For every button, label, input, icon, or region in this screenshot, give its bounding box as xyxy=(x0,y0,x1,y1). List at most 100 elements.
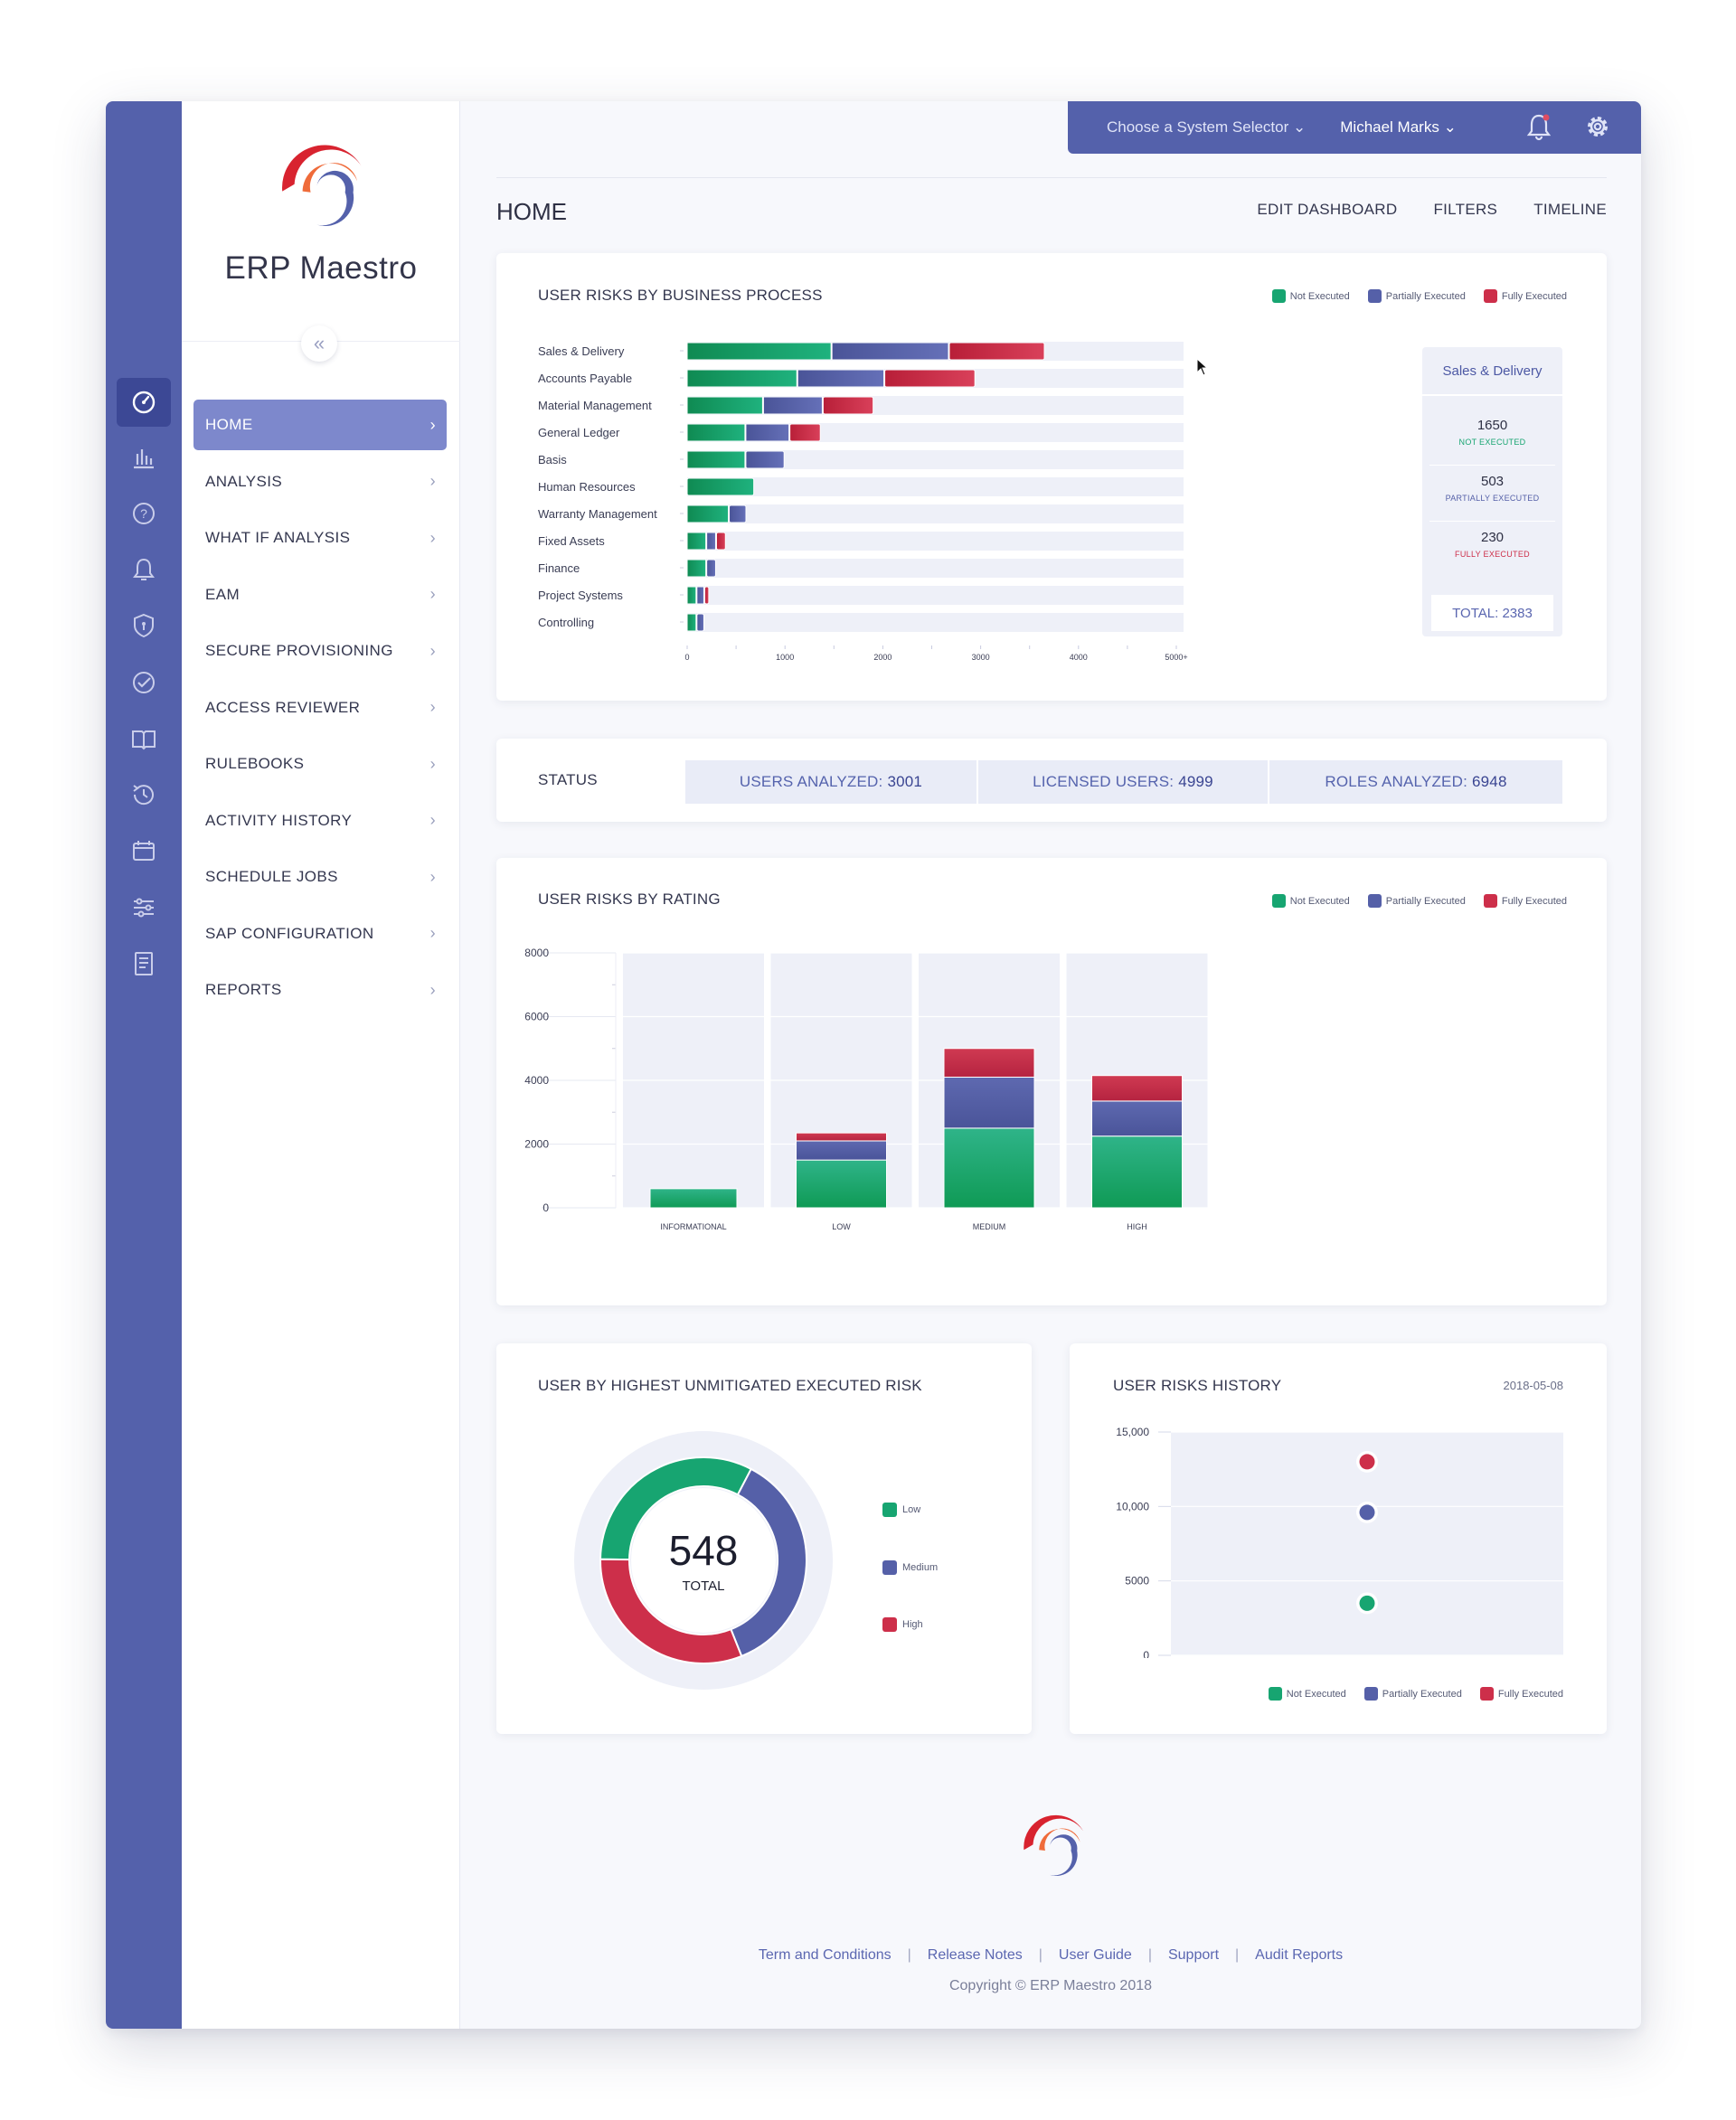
rail-button-check-circle[interactable] xyxy=(117,658,171,707)
rail-button-history[interactable] xyxy=(117,770,171,819)
bar-segment[interactable] xyxy=(696,613,704,632)
app-window: ? ERP Maestro « HOME › ANALYSIS › WHAT IF AN… xyxy=(106,101,1641,2029)
bar-segment[interactable] xyxy=(649,1188,738,1209)
sidebar-item-access-reviewer[interactable]: ACCESS REVIEWER › xyxy=(193,683,447,733)
footer-link[interactable]: Support xyxy=(1167,1947,1220,1963)
bar-segment[interactable] xyxy=(686,559,707,578)
donut-slice[interactable] xyxy=(599,1558,743,1664)
bar-segment[interactable] xyxy=(822,396,874,415)
bar-segment[interactable] xyxy=(686,504,730,523)
rail-button-calendar[interactable] xyxy=(117,826,171,875)
settings-gear-icon[interactable] xyxy=(1581,110,1614,143)
sidebar-item-rulebooks[interactable]: RULEBOOKS › xyxy=(193,739,447,789)
collapse-sidebar-button[interactable]: « xyxy=(301,325,337,362)
stat-label: ROLES ANALYZED: xyxy=(1325,773,1467,790)
bar-segment[interactable] xyxy=(796,1140,887,1161)
data-point[interactable] xyxy=(1359,1595,1375,1611)
filters-button[interactable]: FILTERS xyxy=(1433,201,1498,218)
brand-name: ERP Maestro xyxy=(224,250,418,286)
bar-segment[interactable] xyxy=(789,423,821,442)
sidebar-item-secure-provisioning[interactable]: SECURE PROVISIONING › xyxy=(193,626,447,676)
bar-segment[interactable] xyxy=(831,342,949,361)
stat-value: 6948 xyxy=(1472,773,1507,790)
bar-segment[interactable] xyxy=(729,504,747,523)
bar-segment[interactable] xyxy=(948,342,1045,361)
bar-segment[interactable] xyxy=(686,342,832,361)
bar-segment[interactable] xyxy=(1091,1135,1183,1209)
bar-segment[interactable] xyxy=(745,450,785,469)
sidebar-item-analysis[interactable]: ANALYSIS › xyxy=(193,457,447,507)
rail-button-shield[interactable] xyxy=(117,601,171,650)
bar-segment[interactable] xyxy=(703,586,710,605)
rail-button-book[interactable] xyxy=(117,714,171,763)
sidebar-item-activity-history[interactable]: ACTIVITY HISTORY › xyxy=(193,796,447,846)
donut-slice[interactable] xyxy=(730,1467,807,1658)
bar-segment[interactable] xyxy=(686,613,697,632)
sidebar-item-eam[interactable]: EAM › xyxy=(193,570,447,620)
sidebar-item-what-if-analysis[interactable]: WHAT IF ANALYSIS › xyxy=(193,513,447,563)
sidebar-item-reports[interactable]: REPORTS › xyxy=(193,965,447,1015)
bar-segment[interactable] xyxy=(686,423,746,442)
bar-segment[interactable] xyxy=(1091,1100,1183,1137)
chevron-right-icon: › xyxy=(429,754,436,773)
sliders-icon xyxy=(134,898,154,918)
system-selector[interactable]: Choose a System Selector ⌄ xyxy=(1107,118,1306,137)
footer-link[interactable]: User Guide xyxy=(1058,1947,1132,1963)
chevron-right-icon: › xyxy=(429,415,436,434)
bar-segment[interactable] xyxy=(1091,1075,1183,1102)
chevron-right-icon: › xyxy=(429,641,436,660)
bar-segment[interactable] xyxy=(696,586,704,605)
donut-center xyxy=(631,1488,776,1633)
bar-segment[interactable] xyxy=(715,532,726,551)
bar-segment[interactable] xyxy=(706,532,716,551)
sidebar-item-schedule-jobs[interactable]: SCHEDULE JOBS › xyxy=(193,852,447,902)
rail-button-question[interactable]: ? xyxy=(117,489,171,538)
rail-button-chart[interactable] xyxy=(117,433,171,482)
dashboard-icon xyxy=(132,391,156,414)
summary-total: TOTAL: 2383 xyxy=(1431,595,1553,631)
bar-segment[interactable] xyxy=(686,450,746,469)
bar-segment[interactable] xyxy=(686,396,763,415)
footer-link[interactable]: Term and Conditions xyxy=(758,1947,892,1963)
bar-segment[interactable] xyxy=(943,1127,1035,1209)
category-label: INFORMATIONAL xyxy=(660,1222,726,1231)
sidebar-item-sap-configuration[interactable]: SAP CONFIGURATION › xyxy=(193,909,447,959)
bar-segment[interactable] xyxy=(796,1159,887,1209)
notification-bell-icon[interactable] xyxy=(1523,110,1555,143)
link-separator: | xyxy=(1147,1947,1152,1963)
legend-item: Low xyxy=(882,1503,920,1517)
bar-segment[interactable] xyxy=(762,396,823,415)
stat-label: NOT EXECUTED xyxy=(1458,438,1526,447)
footer-link[interactable]: Release Notes xyxy=(927,1947,1023,1963)
chevron-right-icon: › xyxy=(429,472,436,490)
data-point[interactable] xyxy=(1359,1504,1375,1521)
bar-segment[interactable] xyxy=(943,1048,1035,1078)
timeline-button[interactable]: TIMELINE xyxy=(1533,201,1607,218)
footer-link[interactable]: Audit Reports xyxy=(1255,1947,1344,1963)
bar-segment[interactable] xyxy=(796,1132,887,1142)
bar-segment[interactable] xyxy=(943,1076,1035,1129)
y-tick-label: 4000 xyxy=(524,1074,549,1087)
bar-segment[interactable] xyxy=(797,369,885,388)
bar-segment[interactable] xyxy=(686,586,697,605)
chevron-down-icon: ⌄ xyxy=(1443,118,1457,136)
bar-segment[interactable] xyxy=(884,369,976,388)
edit-dashboard-button[interactable]: EDIT DASHBOARD xyxy=(1257,201,1398,218)
bar-segment[interactable] xyxy=(686,477,755,496)
rail-button-bell[interactable] xyxy=(117,545,171,594)
page-title: HOME xyxy=(496,198,567,225)
user-menu[interactable]: Michael Marks ⌄ xyxy=(1340,118,1457,137)
x-tick-label: 5000+ xyxy=(1165,653,1187,662)
bar-segment[interactable] xyxy=(706,559,716,578)
legend-label: Fully Executed xyxy=(1497,1688,1563,1700)
rail-button-sliders[interactable] xyxy=(117,883,171,932)
bar-segment[interactable] xyxy=(745,423,790,442)
rail-button-dashboard[interactable] xyxy=(117,378,171,427)
bar-segment[interactable] xyxy=(686,532,707,551)
rail-button-report[interactable] xyxy=(117,939,171,988)
legend-swatch xyxy=(1483,289,1497,303)
data-point[interactable] xyxy=(1359,1454,1375,1470)
sidebar-item-home[interactable]: HOME › xyxy=(193,400,447,450)
bar-segment[interactable] xyxy=(686,369,797,388)
history-chart: 0 5000 10,000 15,000 xyxy=(1116,1426,1563,1658)
